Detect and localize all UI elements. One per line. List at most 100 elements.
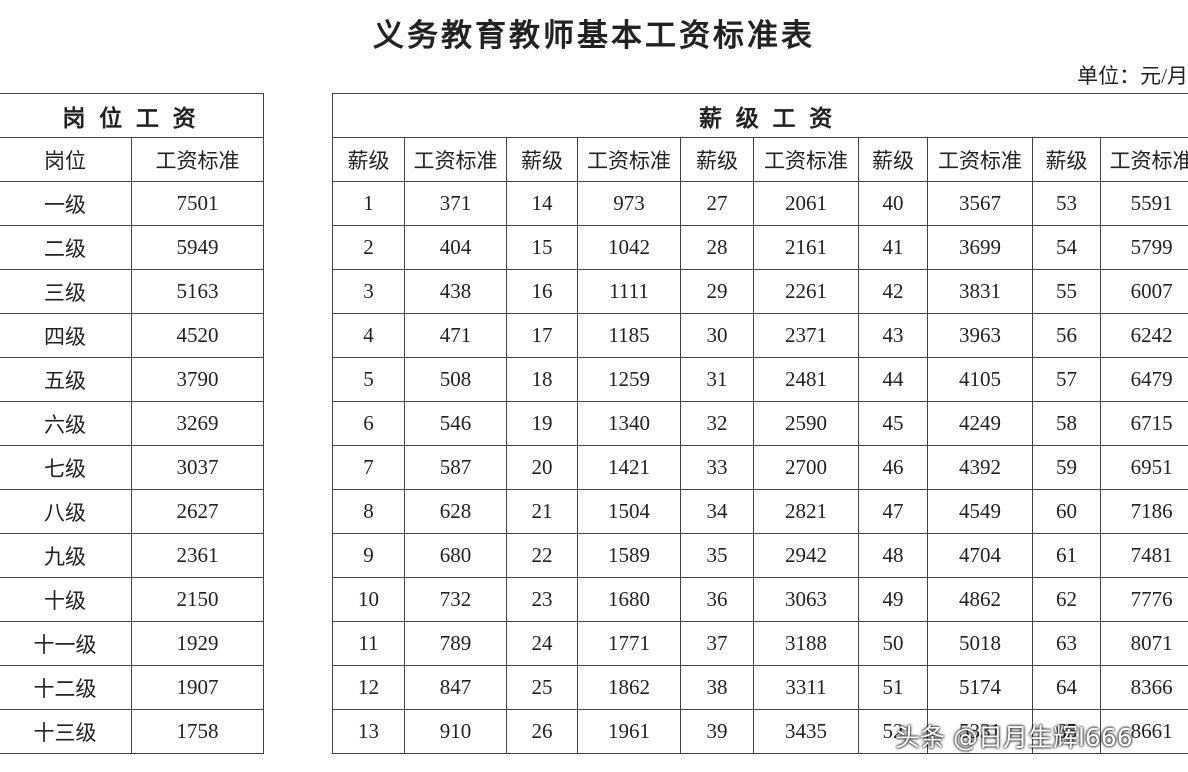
cell: 628 [404,489,507,534]
cell: 十三级 [0,709,132,754]
cell: 48 [858,533,928,578]
cell: 3831 [927,269,1033,314]
cell: 65 [1032,709,1101,754]
row: 五级 3790 [0,357,264,402]
column-header: 薪级 [858,137,928,182]
cell: 3790 [131,357,264,402]
cell: 8071 [1099,621,1188,666]
table-title: 薪 级 工 资 [331,93,1188,138]
row: 十级 2150 [0,577,264,622]
row: 7 587 20 1421 33 2700 46 4392 59 6951 [332,445,1188,490]
cell: 8 [332,489,405,534]
cell: 五级 [0,357,132,402]
column-header: 工资标准 [577,137,681,182]
column-header: 薪级 [332,137,405,182]
cell: 50 [858,621,928,666]
cell: 5799 [1099,225,1188,270]
cell: 25 [506,665,578,710]
cell: 5174 [927,665,1033,710]
cell: 7 [332,445,405,490]
cell: 十二级 [0,665,132,710]
cell: 3188 [753,621,859,666]
cell: 1758 [131,709,264,754]
cell: 404 [404,225,507,270]
cell: 587 [404,445,507,490]
cell: 15 [506,225,578,270]
cell: 8661 [1099,709,1188,754]
table-title: 岗 位 工 资 [0,93,264,138]
cell: 3269 [131,401,264,446]
cell: 11 [332,621,405,666]
row: 9 680 22 1589 35 2942 48 4704 61 7481 [332,533,1188,578]
cell: 45 [858,401,928,446]
cell: 16 [506,269,578,314]
cell: 30 [680,313,754,358]
cell: 1862 [577,665,681,710]
row: 薪 级 工 资 [331,93,1188,138]
cell: 2061 [753,181,859,226]
cell: 2 [332,225,405,270]
cell: 371 [404,181,507,226]
row: 七级 3037 [0,445,264,490]
row: 六级 3269 [0,401,264,446]
cell: 13 [332,709,405,754]
cell: 四级 [0,313,132,358]
cell: 27 [680,181,754,226]
cell: 43 [858,313,928,358]
row: 八级 2627 [0,489,264,534]
cell: 24 [506,621,578,666]
cell: 2261 [753,269,859,314]
row: 三级 5163 [0,269,264,314]
cell: 6242 [1099,313,1188,358]
column-header: 工资标准 [927,137,1033,182]
cell: 七级 [0,445,132,490]
cell: 二级 [0,225,132,270]
cell: 910 [404,709,507,754]
cell: 40 [858,181,928,226]
cell: 38 [680,665,754,710]
cell: 12 [332,665,405,710]
row: 十一级 1929 [0,621,264,666]
cell: 973 [577,181,681,226]
cell: 680 [404,533,507,578]
post-table: 岗 位 工 资岗位 工资标准 一级 7501 二级 5949 三级 5163 四级 4520 五级 3… [0,93,264,754]
cell: 732 [404,577,507,622]
cell: 2700 [753,445,859,490]
cell: 14 [506,181,578,226]
cell: 789 [404,621,507,666]
cell: 1961 [577,709,681,754]
cell: 9 [332,533,405,578]
cell: 2590 [753,401,859,446]
cell: 508 [404,357,507,402]
row: 13 910 26 1961 39 3435 52 5331 65 8661 [332,709,1188,754]
cell: 3 [332,269,405,314]
cell: 63 [1032,621,1101,666]
cell: 10 [332,577,405,622]
watermark: 头条 @日月生辉l666 [895,723,1133,752]
cell: 4704 [927,533,1033,578]
cell: 1340 [577,401,681,446]
cell: 5331 [927,709,1033,754]
cell: 3567 [927,181,1033,226]
cell: 23 [506,577,578,622]
cell: 5163 [131,269,264,314]
row: 10 732 23 1680 36 3063 49 4862 62 7776 [332,577,1188,622]
cell: 4520 [131,313,264,358]
cell: 1111 [577,269,681,314]
cell: 546 [404,401,507,446]
cell: 7186 [1099,489,1188,534]
cell: 4549 [927,489,1033,534]
cell: 2361 [131,533,264,578]
cell: 5018 [927,621,1033,666]
cell: 39 [680,709,754,754]
cell: 六级 [0,401,132,446]
cell: 十级 [0,577,132,622]
cell: 58 [1032,401,1101,446]
cell: 18 [506,357,578,402]
cell: 八级 [0,489,132,534]
cell: 2371 [753,313,859,358]
cell: 57 [1032,357,1101,402]
row: 一级 7501 [0,181,264,226]
cell: 32 [680,401,754,446]
